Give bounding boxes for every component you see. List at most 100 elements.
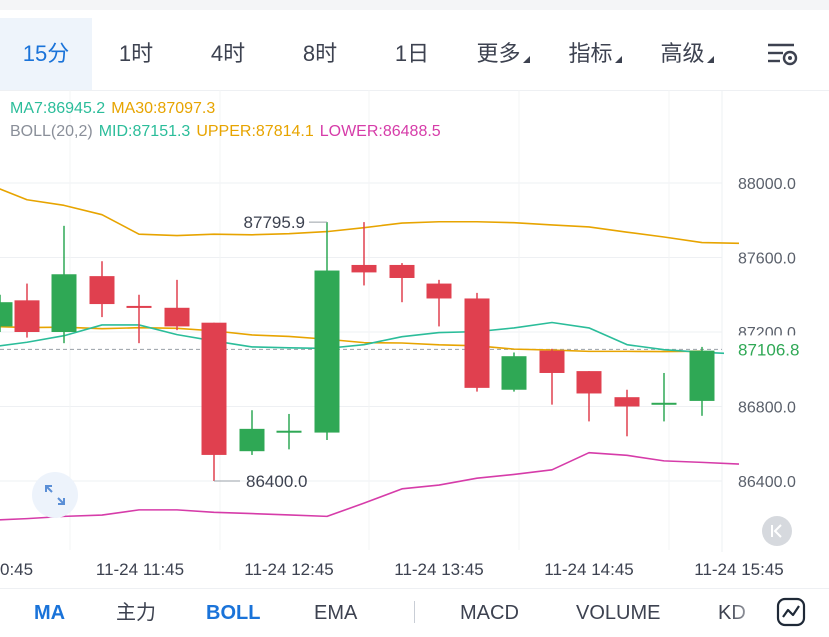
dropdown-triangle-icon: [614, 56, 622, 63]
current-price-label: 87106.8: [738, 340, 799, 359]
scroll-to-latest-button[interactable]: [762, 516, 792, 546]
candle: [614, 389, 640, 437]
expand-arrows-icon: [45, 485, 65, 505]
candle-body: [501, 356, 527, 390]
chart-grid: [0, 90, 723, 552]
candlestick-chart-icon[interactable]: [776, 597, 806, 627]
tab-indicators[interactable]: 指标: [558, 18, 632, 90]
indicator-bar: MA 主力 BOLL EMA MACD VOLUME KD: [0, 588, 829, 635]
tab-label: 指标: [568, 41, 613, 66]
x-tick-label: 0:45: [0, 560, 33, 579]
x-axis: 0:45 11-24 11:45 11-24 12:45 11-24 13:45 11-…: [0, 560, 784, 579]
dropdown-triangle-icon: [522, 56, 530, 63]
legend-ma7: MA7:86945.2: [10, 100, 106, 117]
indicator-macd[interactable]: MACD: [460, 602, 519, 624]
dropdown-triangle-icon: [706, 56, 714, 63]
indicator-ema[interactable]: EMA: [314, 602, 358, 624]
legend-lower: LOWER:86488.5: [319, 123, 441, 140]
scroll-fade: [728, 589, 768, 635]
candle: [126, 294, 152, 344]
candle: [0, 294, 13, 332]
candle-body: [14, 300, 40, 332]
candle-body: [651, 402, 677, 405]
candles: [0, 222, 715, 481]
candle: [51, 225, 77, 344]
chart-settings-icon[interactable]: [766, 40, 798, 68]
legend-ma30: MA30:87097.3: [111, 100, 216, 117]
candle-body: [126, 305, 152, 308]
tab-label: 1时: [118, 41, 154, 66]
candle: [389, 263, 415, 303]
tab-label: 1日: [394, 41, 430, 66]
tab-4h[interactable]: 4时: [192, 18, 264, 90]
tab-1d[interactable]: 1日: [376, 18, 448, 90]
candle-body: [426, 283, 452, 299]
timeframe-toolbar: 15分 1时 4时 8时 1日 更多 指标 高级: [0, 18, 829, 91]
candle: [276, 413, 302, 450]
candle-body: [164, 307, 190, 327]
expand-chart-button[interactable]: [32, 472, 78, 518]
extreme-annotations: 87795.9 86400.0: [214, 213, 327, 491]
tab-1h[interactable]: 1时: [100, 18, 172, 90]
boll-lower-band: [0, 451, 740, 521]
max-price-label: 87795.9: [244, 213, 305, 232]
candle-body: [464, 298, 490, 388]
x-tick-label: 11-24 12:45: [244, 560, 333, 579]
candle: [351, 222, 377, 286]
current-price-tag: 87106.8: [724, 335, 829, 364]
tab-advanced[interactable]: 高级: [650, 18, 724, 90]
min-price-label: 86400.0: [246, 472, 307, 491]
y-tick-label: 86400.0: [738, 474, 796, 491]
candle: [314, 222, 340, 441]
candle: [239, 410, 265, 455]
boll-mid-line: [0, 321, 740, 355]
y-tick-label: 88000.0: [738, 176, 796, 193]
candle: [464, 292, 490, 392]
lower-band-line: [0, 451, 740, 521]
mid-band-line: [0, 321, 740, 355]
candle: [14, 283, 40, 338]
ma30-line: [0, 325, 703, 353]
candle-body: [239, 428, 265, 452]
candle: [651, 372, 677, 422]
candle: [201, 322, 227, 481]
candle-body: [0, 302, 13, 327]
scroll-to-latest-icon: [771, 524, 782, 538]
candle-body: [351, 264, 377, 273]
x-tick-label: 11-24 15:45: [694, 560, 783, 579]
tab-label: 8时: [302, 41, 338, 66]
candle: [539, 348, 565, 405]
price-tag-bg: [724, 335, 829, 364]
top-strip: [0, 0, 829, 10]
legend-upper: UPPER:87814.1: [196, 123, 314, 140]
indicator-boll[interactable]: BOLL: [206, 602, 261, 624]
tab-label: 更多: [476, 41, 521, 66]
indicator-ma[interactable]: MA: [34, 602, 66, 624]
candle-body: [201, 322, 227, 455]
indicator-volume[interactable]: VOLUME: [576, 602, 661, 624]
candle: [89, 261, 115, 318]
tab-15m[interactable]: 15分: [0, 18, 92, 90]
candle: [576, 371, 602, 422]
candle-body: [539, 350, 565, 373]
tab-8h[interactable]: 8时: [284, 18, 356, 90]
tab-more[interactable]: 更多: [466, 18, 540, 90]
candle-body: [89, 276, 115, 305]
y-tick-label: 86800.0: [738, 400, 796, 417]
ma-legend: MA7:86945.2 MA30:87097.3: [10, 100, 221, 118]
candle-body: [576, 371, 602, 394]
x-tick-label: 11-24 13:45: [394, 560, 483, 579]
ma30-polyline: [0, 325, 703, 353]
tab-label: 4时: [210, 41, 246, 66]
candle-body: [389, 264, 415, 278]
indicator-main-force[interactable]: 主力: [116, 602, 156, 624]
y-tick-label: 87600.0: [738, 251, 796, 268]
legend-boll: BOLL(20,2): [10, 123, 93, 140]
tab-label: 高级: [660, 41, 705, 66]
candle-body: [276, 430, 302, 433]
candle-body: [689, 350, 715, 401]
candle: [164, 279, 190, 331]
candle: [689, 346, 715, 416]
